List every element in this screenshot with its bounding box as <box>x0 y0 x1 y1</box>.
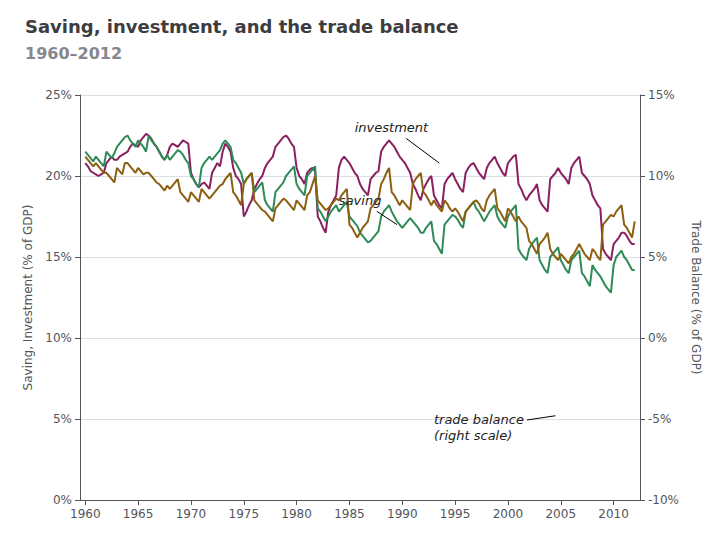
svg-text:Saving, investment, and the tr: Saving, investment, and the trade balanc… <box>25 16 459 37</box>
svg-text:(right scale): (right scale) <box>434 428 512 443</box>
svg-text:5%: 5% <box>53 412 72 426</box>
svg-text:trade balance: trade balance <box>434 412 524 427</box>
svg-text:20%: 20% <box>45 169 72 183</box>
svg-text:Trade Balance (% of GDP): Trade Balance (% of GDP) <box>689 219 703 374</box>
svg-text:saving: saving <box>339 193 382 208</box>
svg-text:2010: 2010 <box>598 507 629 521</box>
svg-text:Saving, Investment (% of GDP): Saving, Investment (% of GDP) <box>21 205 35 391</box>
svg-text:2000: 2000 <box>493 507 524 521</box>
svg-text:1995: 1995 <box>440 507 471 521</box>
svg-text:1985: 1985 <box>334 507 365 521</box>
svg-text:0%: 0% <box>648 331 667 345</box>
svg-text:5%: 5% <box>648 250 667 264</box>
svg-text:10%: 10% <box>45 331 72 345</box>
svg-text:15%: 15% <box>648 88 675 102</box>
svg-text:0%: 0% <box>53 493 72 507</box>
svg-text:2005: 2005 <box>545 507 576 521</box>
svg-text:1980: 1980 <box>281 507 312 521</box>
svg-text:10%: 10% <box>648 169 675 183</box>
svg-text:1960: 1960 <box>70 507 101 521</box>
svg-text:1975: 1975 <box>229 507 260 521</box>
svg-text:1965: 1965 <box>123 507 154 521</box>
svg-text:-10%: -10% <box>648 493 679 507</box>
svg-text:1990: 1990 <box>387 507 418 521</box>
svg-text:25%: 25% <box>45 88 72 102</box>
svg-text:investment: investment <box>355 120 429 135</box>
svg-text:1960–2012: 1960–2012 <box>25 44 122 63</box>
svg-text:-5%: -5% <box>648 412 671 426</box>
svg-text:1970: 1970 <box>176 507 207 521</box>
svg-text:15%: 15% <box>45 250 72 264</box>
